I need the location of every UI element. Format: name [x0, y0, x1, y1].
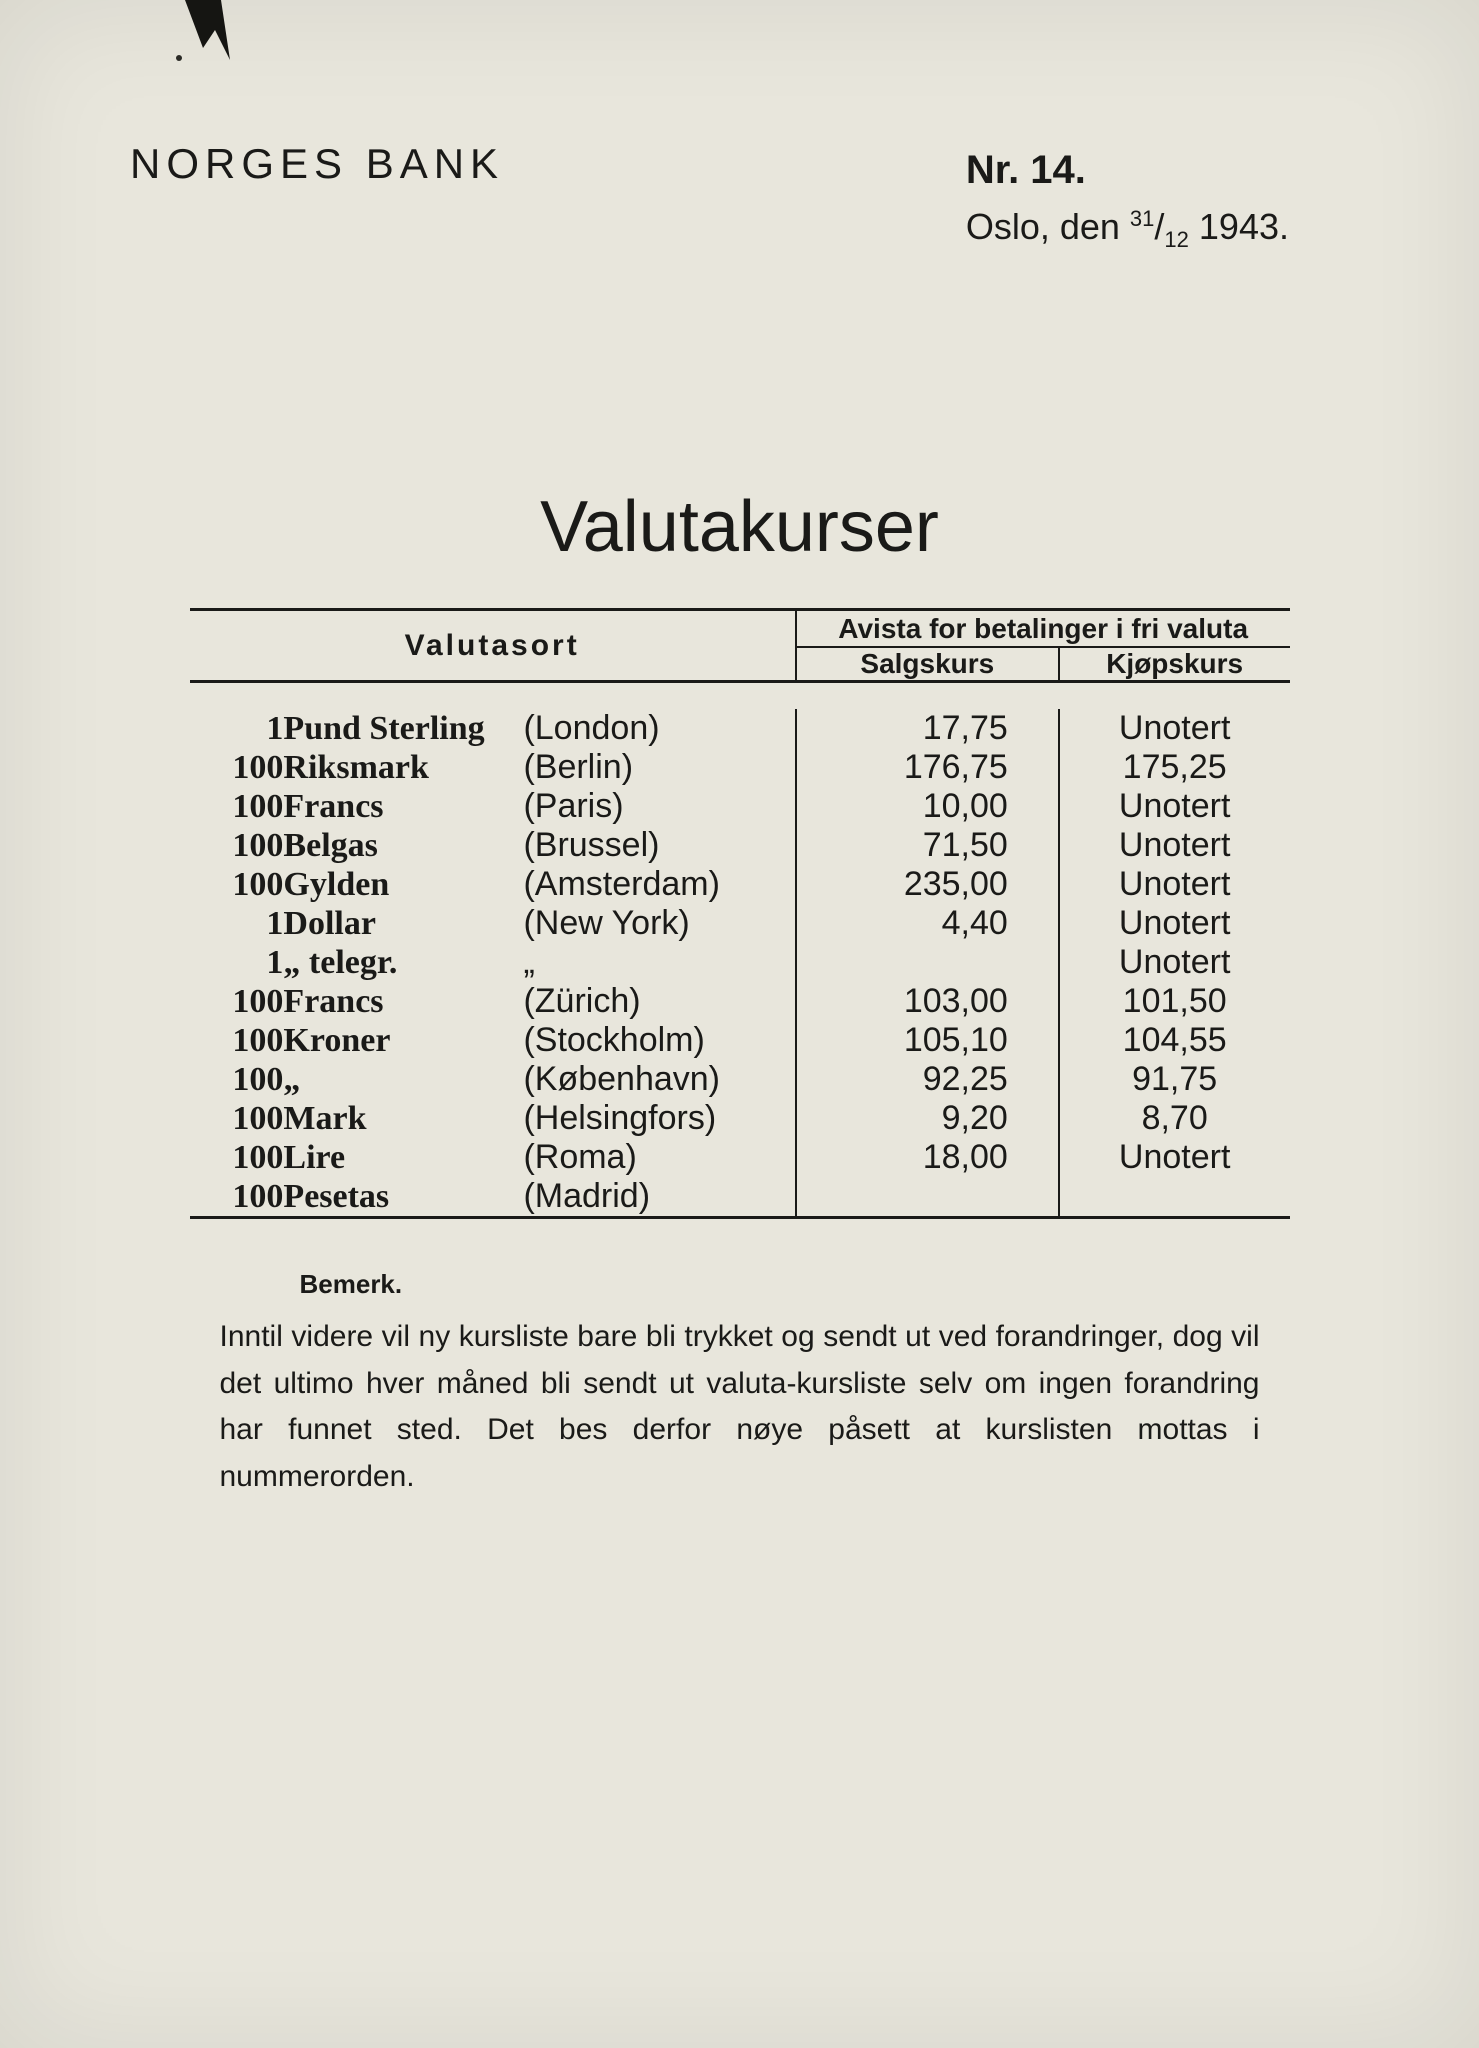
cell-currency: Belgas — [283, 826, 523, 865]
cell-buy-rate: Unotert — [1059, 904, 1290, 943]
cell-sell-rate: 9,20 — [796, 1099, 1059, 1138]
note-heading: Bemerk. — [300, 1269, 1260, 1300]
binder-clip-mark — [175, 0, 235, 75]
date-day: 31 — [1130, 206, 1154, 231]
cell-currency: Kroner — [283, 1021, 523, 1060]
cell-buy-rate: 104,55 — [1059, 1021, 1290, 1060]
cell-city: (Brussel) — [523, 826, 795, 865]
cell-sell-rate: 4,40 — [796, 904, 1059, 943]
cell-city: (Stockholm) — [523, 1021, 795, 1060]
cell-currency: Pesetas — [283, 1177, 523, 1218]
column-header-buy: Kjøpskurs — [1059, 647, 1290, 682]
note-block: Bemerk. Inntil videre vil ny kursliste b… — [220, 1269, 1260, 1500]
cell-sell-rate: 92,25 — [796, 1060, 1059, 1099]
header-row: NORGES BANK Nr. 14. Oslo, den 31/12 1943… — [130, 140, 1349, 256]
date-month: 12 — [1164, 227, 1188, 252]
cell-sell-rate: 235,00 — [796, 865, 1059, 904]
cell-buy-rate: 175,25 — [1059, 748, 1290, 787]
cell-city: (Amsterdam) — [523, 865, 795, 904]
table-row: 100Kroner(Stockholm)105,10104,55 — [190, 1021, 1290, 1060]
cell-currency: Pund Sterling — [283, 709, 523, 748]
bank-name: NORGES BANK — [130, 140, 504, 188]
cell-currency: Lire — [283, 1138, 523, 1177]
cell-city: (New York) — [523, 904, 795, 943]
cell-sell-rate — [796, 1177, 1059, 1218]
table-row: 100Mark(Helsingfors)9,208,70 — [190, 1099, 1290, 1138]
cell-currency: Francs — [283, 982, 523, 1021]
date-year: 1943. — [1189, 206, 1289, 247]
cell-city: (Paris) — [523, 787, 795, 826]
cell-currency: Gylden — [283, 865, 523, 904]
cell-sell-rate: 176,75 — [796, 748, 1059, 787]
cell-city: „ — [523, 943, 795, 982]
cell-quantity: 1 — [190, 943, 284, 982]
cell-city: (København) — [523, 1060, 795, 1099]
cell-city: (Zürich) — [523, 982, 795, 1021]
cell-city: (Madrid) — [523, 1177, 795, 1218]
table-row: 1„ telegr.„ Unotert — [190, 943, 1290, 982]
exchange-rate-table: Valutasort Avista for betalinger i fri v… — [190, 608, 1290, 1219]
cell-buy-rate: Unotert — [1059, 865, 1290, 904]
cell-quantity: 100 — [190, 1177, 284, 1218]
page-title: Valutakurser — [130, 486, 1349, 568]
table-row: 100Francs(Zürich)103,00101,50 — [190, 982, 1290, 1021]
cell-quantity: 100 — [190, 787, 284, 826]
document-number: Nr. 14. — [966, 140, 1289, 200]
cell-buy-rate — [1059, 1177, 1290, 1218]
column-header-group: Avista for betalinger i fri valuta — [796, 610, 1290, 648]
cell-buy-rate: 91,75 — [1059, 1060, 1290, 1099]
document-date: Oslo, den 31/12 1943. — [966, 200, 1289, 256]
cell-buy-rate: 8,70 — [1059, 1099, 1290, 1138]
cell-sell-rate: 17,75 — [796, 709, 1059, 748]
cell-sell-rate — [796, 943, 1059, 982]
table-row: 1Dollar(New York)4,40Unotert — [190, 904, 1290, 943]
cell-sell-rate: 71,50 — [796, 826, 1059, 865]
column-header-sell: Salgskurs — [796, 647, 1059, 682]
cell-sell-rate: 105,10 — [796, 1021, 1059, 1060]
cell-quantity: 100 — [190, 1021, 284, 1060]
date-place-prefix: Oslo, den — [966, 206, 1130, 247]
cell-quantity: 100 — [190, 982, 284, 1021]
cell-buy-rate: Unotert — [1059, 709, 1290, 748]
cell-currency: Riksmark — [283, 748, 523, 787]
cell-city: (Helsingfors) — [523, 1099, 795, 1138]
cell-currency: „ telegr. — [283, 943, 523, 982]
cell-buy-rate: 101,50 — [1059, 982, 1290, 1021]
table-row: 100Gylden(Amsterdam)235,00Unotert — [190, 865, 1290, 904]
cell-currency: Francs — [283, 787, 523, 826]
cell-quantity: 1 — [190, 904, 284, 943]
note-text: Inntil videre vil ny kursliste bare bli … — [220, 1314, 1260, 1500]
cell-city: (London) — [523, 709, 795, 748]
table-row: 100Riksmark(Berlin)176,75175,25 — [190, 748, 1290, 787]
cell-quantity: 100 — [190, 1099, 284, 1138]
table-row: 100Pesetas(Madrid) — [190, 1177, 1290, 1218]
header-right: Nr. 14. Oslo, den 31/12 1943. — [966, 140, 1349, 256]
cell-city: (Berlin) — [523, 748, 795, 787]
cell-buy-rate: Unotert — [1059, 787, 1290, 826]
cell-quantity: 100 — [190, 748, 284, 787]
table-row: 1Pund Sterling(London)17,75Unotert — [190, 709, 1290, 748]
cell-buy-rate: Unotert — [1059, 1138, 1290, 1177]
cell-quantity: 1 — [190, 709, 284, 748]
table-row: 100„(København)92,2591,75 — [190, 1060, 1290, 1099]
cell-quantity: 100 — [190, 865, 284, 904]
cell-quantity: 100 — [190, 826, 284, 865]
cell-quantity: 100 — [190, 1060, 284, 1099]
cell-sell-rate: 103,00 — [796, 982, 1059, 1021]
table-row: 100Lire(Roma)18,00Unotert — [190, 1138, 1290, 1177]
cell-currency: Mark — [283, 1099, 523, 1138]
cell-sell-rate: 10,00 — [796, 787, 1059, 826]
cell-sell-rate: 18,00 — [796, 1138, 1059, 1177]
cell-currency: Dollar — [283, 904, 523, 943]
cell-currency: „ — [283, 1060, 523, 1099]
document-page: NORGES BANK Nr. 14. Oslo, den 31/12 1943… — [0, 0, 1479, 2048]
column-header-currency: Valutasort — [190, 610, 796, 682]
cell-city: (Roma) — [523, 1138, 795, 1177]
table-row: 100Belgas(Brussel)71,50Unotert — [190, 826, 1290, 865]
cell-buy-rate: Unotert — [1059, 943, 1290, 982]
cell-quantity: 100 — [190, 1138, 284, 1177]
table-row: 100Francs(Paris)10,00Unotert — [190, 787, 1290, 826]
cell-buy-rate: Unotert — [1059, 826, 1290, 865]
